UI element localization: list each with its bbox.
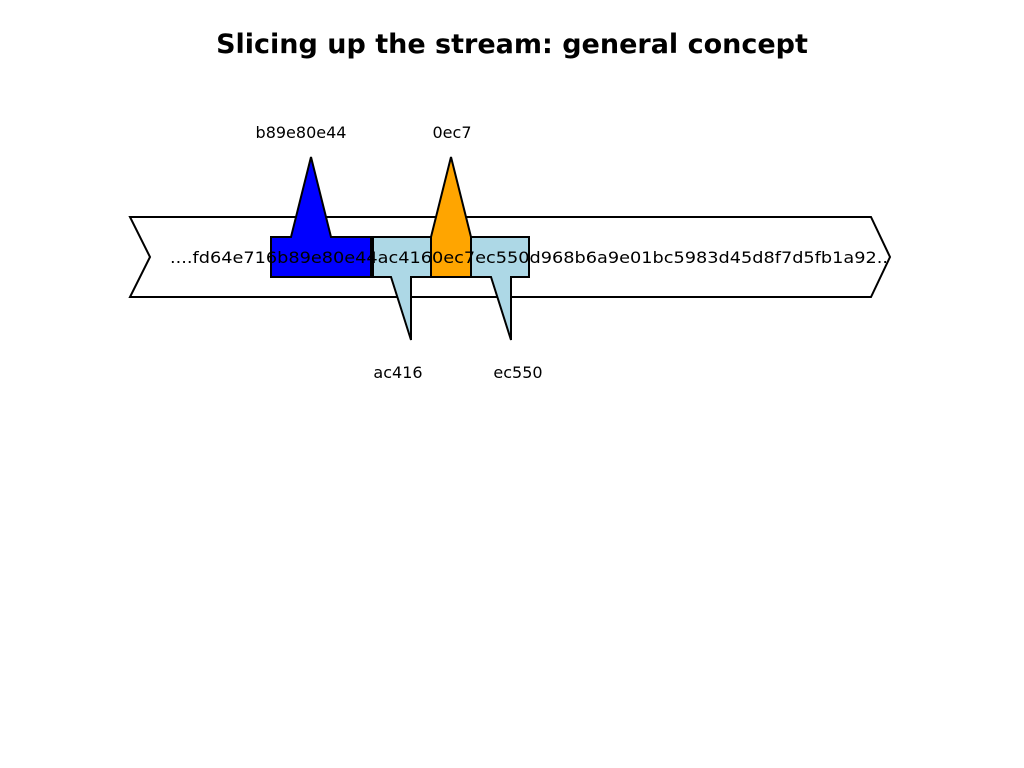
slice-ec550-callout	[470, 236, 530, 341]
slice-label-ac416: ac416	[373, 363, 422, 382]
slice-b89e80e44-callout	[270, 156, 372, 278]
slice-label-0ec7: 0ec7	[433, 123, 472, 142]
stream-text: ....fd64e716b89e80e44ac4160ec7ec550d968b…	[170, 248, 888, 267]
slice-0ec7-callout	[430, 156, 472, 278]
slice-label-ec550: ec550	[493, 363, 542, 382]
diagram-title: Slicing up the stream: general concept	[216, 29, 808, 60]
slice-label-b89e80e44: b89e80e44	[256, 123, 347, 142]
